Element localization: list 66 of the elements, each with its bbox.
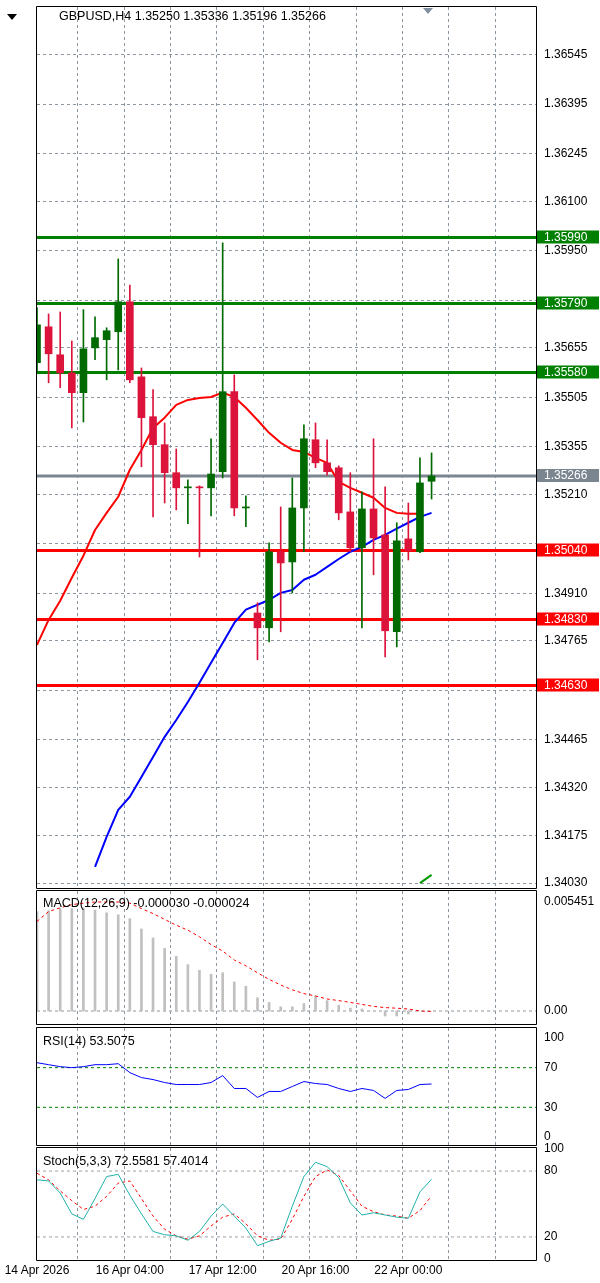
ref-line-label: 1.34830 xyxy=(544,611,588,626)
y-tick-label: 0 xyxy=(544,1251,551,1266)
y-tick-label: 1.34465 xyxy=(544,732,588,747)
candlestick xyxy=(276,506,285,633)
bar xyxy=(279,1006,283,1012)
x-tick-label: 20 Apr 16:00 xyxy=(281,1262,350,1277)
bar xyxy=(221,972,224,1012)
y-tick-label: 1.35355 xyxy=(544,438,588,453)
bar xyxy=(198,970,201,1012)
candlestick xyxy=(149,389,157,518)
y-tick-label: 1.36545 xyxy=(544,47,588,62)
y-tick-label: 1.34765 xyxy=(544,633,588,648)
bar xyxy=(163,948,166,1012)
ref-line-label: 1.35790 xyxy=(544,295,588,310)
line-series xyxy=(36,1169,433,1241)
bar xyxy=(407,1010,410,1015)
y-tick-label: 1.34320 xyxy=(544,779,588,794)
y-tick-label: 1.34030 xyxy=(544,875,588,890)
chart-title: GBPUSD,H4 1.35250 1.35336 1.35196 1.35266 xyxy=(59,9,326,24)
bar xyxy=(314,995,317,1012)
ref-line-label: 1.35040 xyxy=(544,542,588,557)
bar xyxy=(290,1006,294,1012)
y-tick-label: 100 xyxy=(544,1141,565,1156)
y-tick-label: 20 xyxy=(544,1229,558,1244)
candlestick xyxy=(67,340,76,429)
y-tick-label: 1.35210 xyxy=(544,486,588,501)
text: RSI(14) 53.5075 xyxy=(43,1034,135,1049)
y-tick-label: 80 xyxy=(544,1163,558,1178)
y-tick-label: 0 xyxy=(544,1129,551,1144)
y-tick-label: 1.35655 xyxy=(544,340,588,355)
bar xyxy=(174,955,178,1012)
y-tick-label: 1.35505 xyxy=(544,389,588,404)
x-tick-label: 16 Apr 04:00 xyxy=(95,1262,165,1277)
bar xyxy=(70,908,74,1012)
y-tick-label: 1.34910 xyxy=(544,585,588,600)
bar xyxy=(105,912,108,1012)
bar xyxy=(349,1007,352,1012)
bar xyxy=(256,997,259,1012)
y-tick-label: 70 xyxy=(544,1059,558,1074)
x-tick-label: 22 Apr 00:00 xyxy=(374,1262,443,1277)
ref-line-label: 1.35266 xyxy=(544,468,588,483)
y-tick-label: 0.005451 xyxy=(544,894,595,909)
y-tick-label: 30 xyxy=(544,1099,558,1114)
x-tick-label: 17 Apr 12:00 xyxy=(188,1262,258,1277)
bar xyxy=(140,928,143,1012)
y-tick-label: 1.36395 xyxy=(544,96,588,111)
ref-line-label: 1.35990 xyxy=(544,229,588,244)
y-tick-label: 1.35950 xyxy=(544,243,588,258)
bar xyxy=(395,1010,399,1017)
y-tick-label: 100 xyxy=(544,1030,565,1045)
x-tick-label: 14 Apr 2026 xyxy=(4,1262,70,1277)
ref-line-label: 1.35580 xyxy=(544,364,588,379)
text: MACD(12,26,9) -0.000030 -0.000024 xyxy=(43,896,250,911)
bar xyxy=(47,910,50,1012)
ref-line-label: 1.34630 xyxy=(544,677,588,692)
y-tick-label: 1.36100 xyxy=(544,193,588,208)
candlestick xyxy=(207,438,215,517)
y-tick-label: 1.34175 xyxy=(544,827,588,842)
y-tick-label: 0.00 xyxy=(544,1003,568,1018)
candlestick xyxy=(56,311,65,389)
text: Stoch(5,3,3) 72.5581 57.4014 xyxy=(43,1154,209,1169)
bar xyxy=(58,908,62,1012)
y-tick-label: 1.36245 xyxy=(544,145,588,160)
bar xyxy=(116,914,120,1012)
bar xyxy=(337,1004,341,1012)
bar xyxy=(232,981,236,1012)
